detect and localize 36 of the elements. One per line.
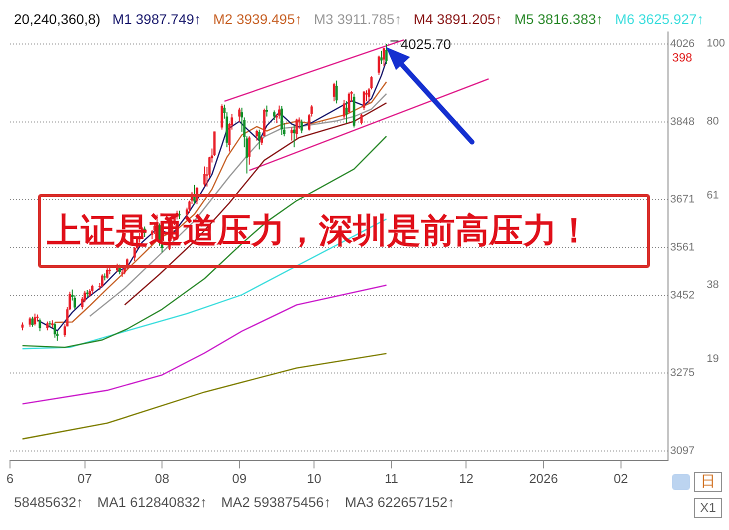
- annotation: 4025.70: [400, 36, 452, 52]
- text: M2 3939.495↑: [213, 11, 302, 27]
- x-tick-label: 12: [459, 470, 474, 486]
- text: MA3 622657152↑: [344, 494, 455, 510]
- text: M6 3625.927↑: [615, 11, 704, 27]
- y-tick-label: 4026: [670, 38, 695, 50]
- text: MA2 593875456↑: [221, 494, 331, 510]
- x-tick-label: 08: [154, 470, 170, 486]
- text: M5 3816.383↑: [514, 11, 604, 27]
- y-tick-label: 3452: [670, 289, 695, 302]
- text: MA1 612840832↑: [97, 494, 208, 510]
- y2-tick-label: 61: [706, 190, 719, 202]
- y2-tick-label: 80: [706, 116, 719, 128]
- y2-tick-label: 100: [706, 38, 726, 50]
- y-tick-label: 3848: [670, 116, 695, 128]
- text: X1: [694, 498, 722, 518]
- text: M3 3911.785↑: [314, 11, 402, 27]
- x-tick-label: 07: [78, 470, 92, 486]
- y-tick-label: 3561: [670, 242, 695, 254]
- y2-tick-label: 19: [706, 353, 719, 366]
- text: M4 3891.205↑: [414, 11, 502, 27]
- text: 日: [694, 472, 722, 492]
- y-tick-label: 3275: [670, 366, 695, 379]
- x-tick-label: 6: [6, 470, 14, 486]
- y-tick-label: 3671: [670, 193, 695, 206]
- text: 58485632↑: [14, 494, 84, 510]
- y-tick-label: 3097: [670, 444, 695, 457]
- x-tick-label: 10: [306, 470, 322, 486]
- x-tick-label: 2026: [529, 470, 558, 486]
- y2-tick-label: 38: [706, 279, 719, 292]
- x-tick-label: 11: [384, 470, 398, 486]
- text: 20,240,360,8): [14, 11, 100, 27]
- text: M1 3987.749↑: [112, 11, 202, 27]
- x-tick-label: 09: [232, 470, 247, 486]
- text: 398: [672, 50, 693, 64]
- x-tick-label: 02: [614, 470, 628, 486]
